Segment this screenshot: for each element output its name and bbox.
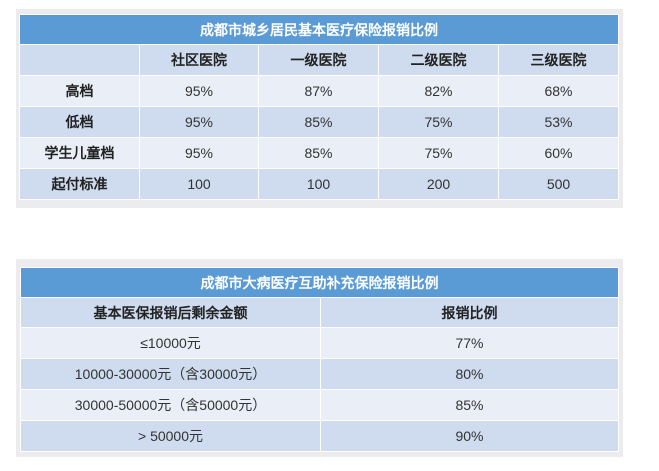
row-label: > 50000元 — [20, 420, 321, 452]
column-header: 报销比例 — [320, 297, 619, 328]
cell: 87% — [258, 75, 379, 107]
row-label: ≤10000元 — [20, 327, 321, 359]
cell: 60% — [497, 137, 620, 169]
table1-title: 成都市城乡居民基本医疗保险报销比例 — [18, 14, 620, 45]
column-header: 一级医院 — [258, 44, 379, 76]
cell: 77% — [320, 327, 619, 359]
table-row: 高档 95% 87% 82% 68% — [19, 75, 620, 107]
cell: 85% — [320, 389, 619, 421]
cell: 80% — [320, 358, 619, 390]
column-header: 基本医保报销后剩余金额 — [20, 297, 321, 328]
cell: 100 — [258, 168, 379, 200]
table2-title: 成都市大病医疗互助补充保险报销比例 — [20, 267, 619, 298]
cell: 85% — [258, 106, 379, 138]
cell: 82% — [378, 75, 499, 107]
column-header: 三级医院 — [497, 44, 620, 76]
row-label: 10000-30000元（含30000元） — [20, 358, 321, 390]
basic-insurance-table: 成都市城乡居民基本医疗保险报销比例 社区医院 一级医院 二级医院 三级医院 高档… — [18, 14, 620, 200]
cell: 75% — [378, 106, 499, 138]
cell: 90% — [320, 420, 619, 452]
cell: 100 — [139, 168, 259, 200]
table-row: 30000-50000元（含50000元） 85% — [20, 389, 619, 421]
cell: 85% — [258, 137, 379, 169]
cell: 95% — [139, 75, 259, 107]
cell: 68% — [497, 75, 620, 107]
cell: 95% — [139, 106, 259, 138]
table-row: ≤10000元 77% — [20, 327, 619, 359]
cell: 200 — [378, 168, 499, 200]
column-header: 社区医院 — [139, 44, 259, 76]
row-label: 学生儿童档 — [19, 137, 140, 169]
table-row: 起付标准 100 100 200 500 — [19, 168, 620, 200]
table-row: 学生儿童档 95% 85% 75% 60% — [19, 137, 620, 169]
table-row: 低档 95% 85% 75% 53% — [19, 106, 620, 138]
column-header — [19, 44, 140, 76]
row-label: 高档 — [19, 75, 140, 107]
cell: 95% — [139, 137, 259, 169]
row-label: 30000-50000元（含50000元） — [20, 389, 321, 421]
row-label: 起付标准 — [19, 168, 140, 200]
table-row: 10000-30000元（含30000元） 80% — [20, 358, 619, 390]
cell: 53% — [497, 106, 620, 138]
row-label: 低档 — [19, 106, 140, 138]
column-header: 二级医院 — [378, 44, 499, 76]
cell: 75% — [378, 137, 499, 169]
cell: 500 — [497, 168, 620, 200]
critical-illness-table: 成都市大病医疗互助补充保险报销比例 基本医保报销后剩余金额 报销比例 ≤1000… — [20, 267, 619, 452]
table-row: > 50000元 90% — [20, 420, 619, 452]
